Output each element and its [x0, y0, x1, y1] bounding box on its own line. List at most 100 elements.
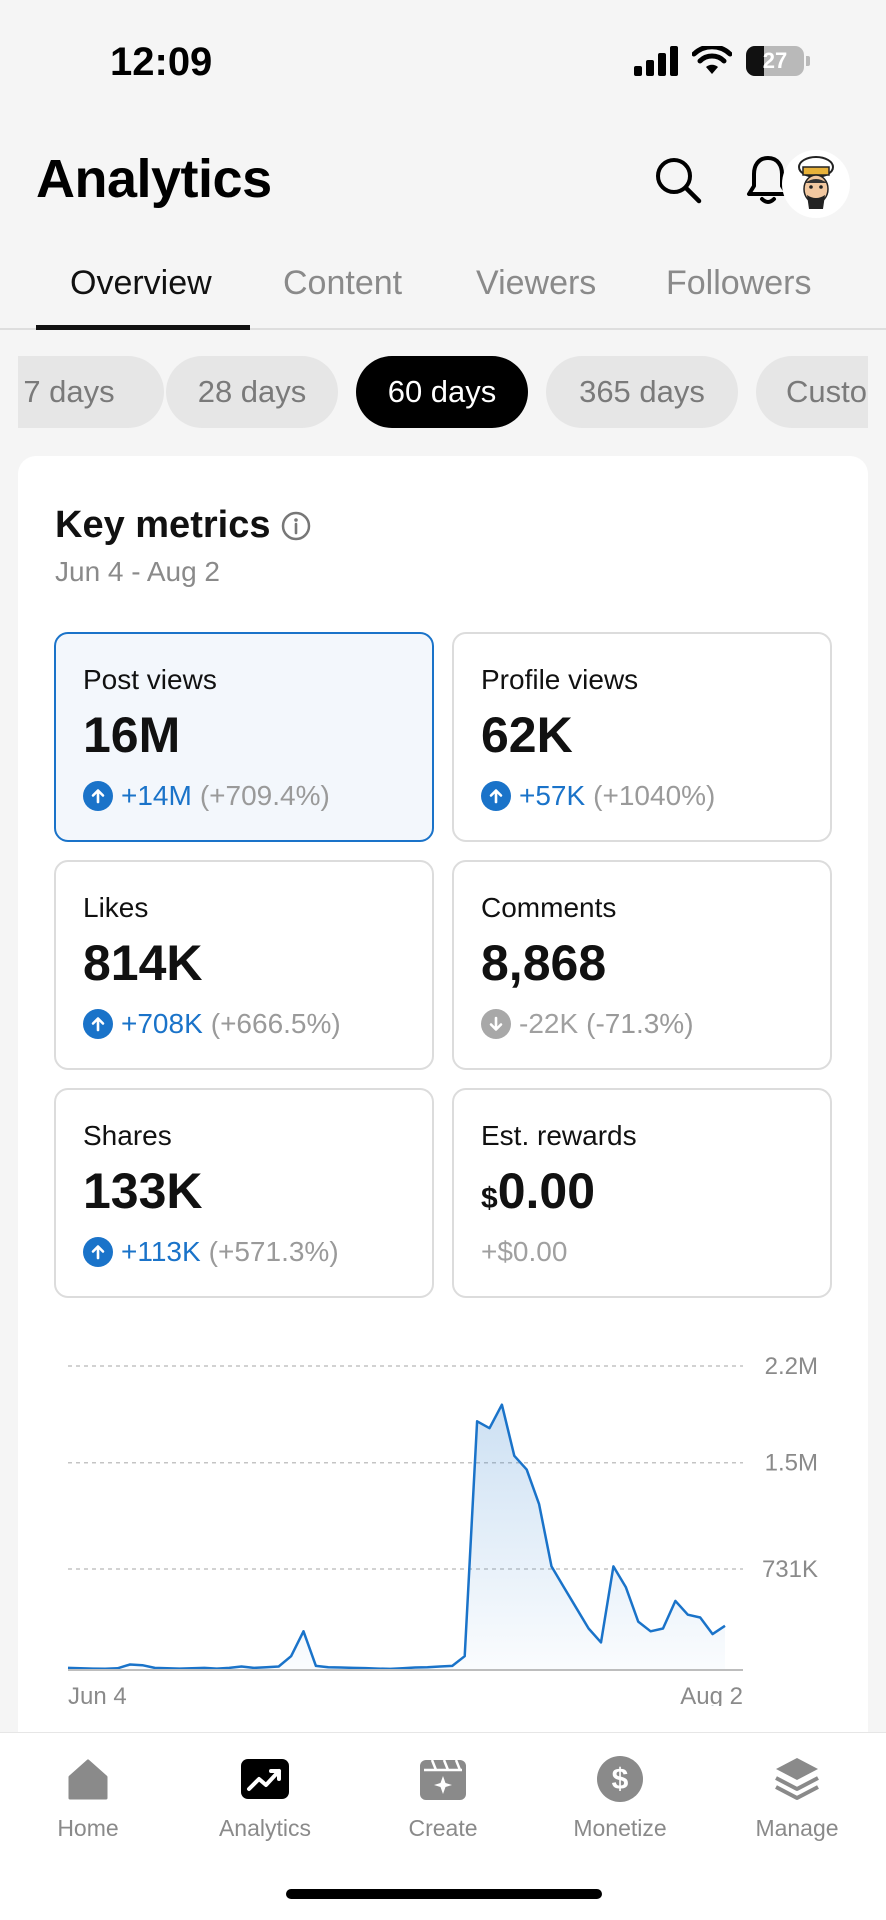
search-icon [656, 158, 702, 204]
chart-point [438, 1665, 442, 1669]
chart-point [128, 1662, 132, 1666]
chart-point [723, 1624, 727, 1628]
delta-value: -22K [519, 1008, 579, 1039]
avatar[interactable] [782, 150, 850, 218]
delta-percent: (+666.5%) [210, 1008, 341, 1039]
home-icon [60, 1751, 116, 1807]
chart-point [140, 1663, 144, 1667]
nav-label: Home [57, 1815, 119, 1841]
header: Analytics [0, 140, 886, 240]
chart-point [636, 1620, 640, 1624]
analytics-tabs: Overview Content Viewers Followers [0, 258, 886, 330]
nav-create[interactable]: Create [368, 1751, 518, 1842]
metric-shares[interactable]: Shares 133K +113K (+571.3%) [54, 1088, 434, 1298]
arrow-up-icon [83, 781, 113, 811]
metric-label: Likes [83, 892, 149, 923]
tab-viewers[interactable]: Viewers [476, 264, 597, 302]
battery-nub [806, 56, 810, 66]
chart-point [574, 1606, 578, 1610]
status-time: 12:09 [110, 40, 213, 84]
active-tab-indicator [36, 325, 250, 330]
battery-level: 27 [762, 48, 788, 73]
chart-point [264, 1665, 268, 1669]
nav-monetize[interactable]: $ Monetize [545, 1751, 695, 1842]
chart-point [240, 1665, 244, 1669]
chart-point [587, 1627, 591, 1631]
arrow-up-icon [481, 781, 511, 811]
chart-point [487, 1426, 491, 1430]
chart-point [425, 1665, 429, 1669]
chart-point [686, 1613, 690, 1617]
delta-value: +708K [121, 1008, 203, 1039]
tab-followers[interactable]: Followers [666, 264, 812, 302]
x-tick-label-end: Aug 2 [680, 1683, 743, 1706]
wifi-icon [692, 46, 732, 74]
chart-point [599, 1640, 603, 1644]
metric-label: Shares [83, 1120, 172, 1151]
range-7-days[interactable]: 7 days [18, 356, 164, 428]
delta-value: +$0.00 [481, 1236, 568, 1267]
metric-likes[interactable]: Likes 814K +708K (+666.5%) [54, 860, 434, 1070]
page-title: Analytics [36, 149, 272, 209]
create-icon [415, 1751, 471, 1807]
tab-content[interactable]: Content [283, 264, 403, 302]
metric-delta: +113K (+571.3%) [83, 1236, 339, 1268]
chart-point [525, 1468, 529, 1472]
chart-point [611, 1564, 615, 1568]
chart-point [512, 1454, 516, 1458]
metric-est-rewards[interactable]: Est. rewards $0.00 +$0.00 [452, 1088, 832, 1298]
chart-point [661, 1627, 665, 1631]
nav-manage[interactable]: Manage [722, 1751, 872, 1842]
y-tick-label: 2.2M [765, 1353, 818, 1380]
delta-value: +14M [121, 780, 192, 811]
metric-value: 8,868 [481, 935, 607, 991]
delta-percent: (+571.3%) [208, 1236, 339, 1267]
metric-value: $0.00 [481, 1162, 595, 1220]
date-range-chips: 7 days 28 days 60 days 365 days Custo [18, 356, 868, 430]
metric-value: 133K [83, 1163, 203, 1219]
manage-icon [769, 1751, 825, 1807]
chart-point [649, 1629, 653, 1633]
nav-home[interactable]: Home [13, 1751, 163, 1842]
battery-icon: 27 [746, 46, 804, 76]
range-365-days[interactable]: 365 days [546, 356, 738, 428]
tab-overview[interactable]: Overview [70, 264, 212, 302]
metric-delta: +57K (+1040%) [481, 780, 715, 812]
info-icon[interactable] [280, 510, 312, 542]
metric-post-views[interactable]: Post views 16M +14M (+709.4%) [54, 632, 434, 842]
y-tick-label: 1.5M [765, 1450, 818, 1477]
nav-label: Monetize [573, 1815, 667, 1841]
post-views-chart[interactable]: 731K 1.5M 2.2M Jun 4 Aug 2 [18, 1326, 868, 1706]
nav-analytics[interactable]: Analytics [190, 1751, 340, 1842]
status-icons: 27 [634, 46, 810, 76]
metric-delta: +708K (+666.5%) [83, 1008, 341, 1040]
arrow-up-icon [83, 1237, 113, 1267]
metric-profile-views[interactable]: Profile views 62K +57K (+1040%) [452, 632, 832, 842]
metric-delta: +14M (+709.4%) [83, 780, 330, 812]
currency-symbol: $ [481, 1182, 498, 1215]
key-metrics-title: Key metrics [55, 504, 271, 546]
chart-area-fill [68, 1404, 725, 1670]
chart-series-line [67, 1403, 726, 1671]
chart-point [413, 1666, 417, 1670]
monetize-icon: $ [592, 1751, 648, 1807]
metric-value: 814K [83, 935, 203, 991]
key-metrics-date-range: Jun 4 - Aug 2 [55, 556, 221, 587]
chart-point [698, 1615, 702, 1619]
nav-label: Create [408, 1815, 478, 1841]
metric-comments[interactable]: Comments 8,868 -22K (-71.3%) [452, 860, 832, 1070]
chart-point [500, 1403, 504, 1407]
chart-point [463, 1654, 467, 1658]
range-custom[interactable]: Custo [756, 356, 868, 428]
chart-point [339, 1666, 343, 1670]
chart-point [277, 1665, 281, 1669]
chef-avatar-icon [798, 156, 834, 209]
search-button[interactable] [648, 150, 708, 210]
chart-point [475, 1419, 479, 1423]
chart-point [289, 1654, 293, 1658]
range-60-days[interactable]: 60 days [356, 356, 528, 428]
nav-label: Analytics [218, 1815, 312, 1841]
delta-value: +113K [121, 1236, 201, 1267]
notifications-button[interactable] [738, 150, 798, 210]
range-28-days[interactable]: 28 days [166, 356, 338, 428]
